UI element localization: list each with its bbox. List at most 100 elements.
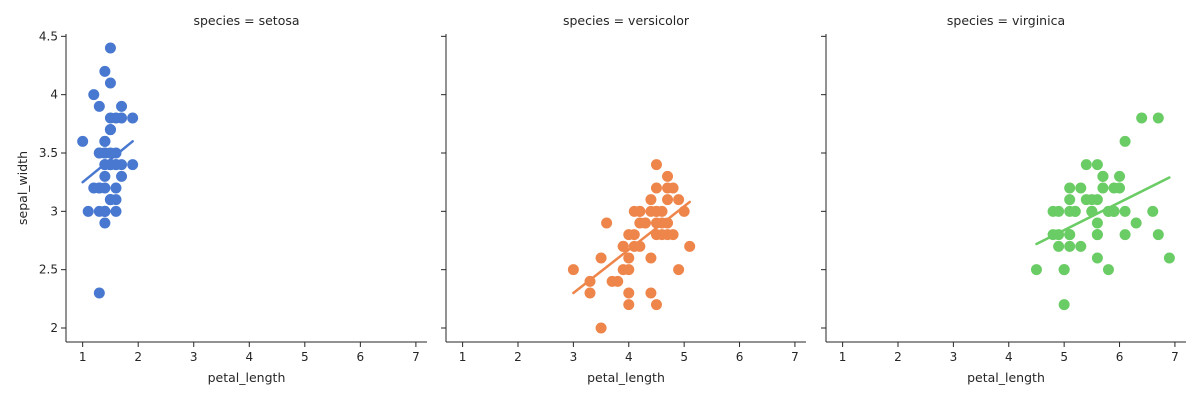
x-axis-label: petal_length bbox=[967, 370, 1045, 385]
x-axis-label: petal_length bbox=[587, 370, 665, 385]
data-point bbox=[93, 147, 105, 159]
y-tick-label: 3 bbox=[50, 204, 58, 218]
x-tick-label: 7 bbox=[1171, 350, 1179, 364]
data-point bbox=[110, 147, 122, 159]
y-tick-label: 4 bbox=[50, 88, 58, 102]
data-point bbox=[1064, 182, 1076, 194]
data-point bbox=[667, 182, 679, 194]
data-point bbox=[104, 77, 116, 89]
data-point bbox=[93, 287, 105, 299]
data-point bbox=[667, 229, 679, 241]
data-point bbox=[1075, 182, 1087, 194]
x-tick-label: 1 bbox=[839, 350, 847, 364]
data-point bbox=[678, 205, 690, 217]
data-point bbox=[1064, 240, 1076, 252]
data-point bbox=[127, 159, 139, 171]
data-point bbox=[1064, 229, 1076, 241]
facet-panel-2: species = virginica 1 2 3 4 5 6 7 petal_length bbox=[821, 13, 1186, 385]
data-point bbox=[662, 217, 674, 229]
data-point bbox=[567, 264, 579, 276]
data-point bbox=[1147, 205, 1159, 217]
data-point bbox=[1075, 240, 1087, 252]
data-point bbox=[1152, 229, 1164, 241]
data-point bbox=[104, 42, 116, 54]
x-tick-label: 4 bbox=[1005, 350, 1013, 364]
data-point bbox=[77, 135, 89, 147]
data-point bbox=[650, 229, 662, 241]
data-point bbox=[1102, 264, 1114, 276]
data-point bbox=[88, 89, 100, 101]
y-tick-label: 4.5 bbox=[39, 29, 58, 43]
x-tick-label: 6 bbox=[1116, 350, 1124, 364]
data-point bbox=[127, 112, 139, 124]
panel-title: species = virginica bbox=[947, 13, 1065, 28]
data-point bbox=[645, 252, 657, 264]
data-point bbox=[673, 194, 685, 206]
data-point bbox=[1047, 229, 1059, 241]
x-tick-label: 2 bbox=[134, 350, 142, 364]
data-point bbox=[99, 205, 111, 217]
x-tick-label: 3 bbox=[570, 350, 578, 364]
data-point bbox=[617, 240, 629, 252]
data-point bbox=[1136, 112, 1148, 124]
data-point bbox=[99, 170, 111, 182]
x-tick-label: 7 bbox=[412, 350, 420, 364]
data-point bbox=[1091, 252, 1103, 264]
data-point bbox=[1108, 182, 1120, 194]
data-point bbox=[623, 287, 635, 299]
x-tick-label: 2 bbox=[514, 350, 522, 364]
data-point bbox=[650, 159, 662, 171]
panel-title: species = versicolor bbox=[563, 13, 690, 28]
data-point bbox=[1119, 135, 1131, 147]
data-point bbox=[595, 322, 607, 334]
x-tick-label: 6 bbox=[736, 350, 744, 364]
data-point bbox=[1058, 264, 1070, 276]
x-tick-label: 5 bbox=[1060, 350, 1068, 364]
data-point bbox=[110, 112, 122, 124]
data-point bbox=[595, 252, 607, 264]
x-tick-label: 3 bbox=[190, 350, 198, 364]
data-point bbox=[1058, 299, 1070, 311]
data-point bbox=[1064, 194, 1076, 206]
data-point bbox=[673, 264, 685, 276]
data-point bbox=[628, 229, 640, 241]
data-point bbox=[1152, 112, 1164, 124]
x-tick-label: 4 bbox=[625, 350, 633, 364]
data-point bbox=[116, 100, 128, 112]
data-point bbox=[110, 182, 122, 194]
data-point bbox=[1119, 229, 1131, 241]
x-tick-label: 1 bbox=[79, 350, 87, 364]
data-point bbox=[1097, 182, 1109, 194]
data-point bbox=[584, 287, 596, 299]
data-point bbox=[99, 217, 111, 229]
x-tick-label: 1 bbox=[459, 350, 467, 364]
x-tick-label: 4 bbox=[245, 350, 253, 364]
x-tick-label: 5 bbox=[301, 350, 309, 364]
data-point bbox=[99, 182, 111, 194]
data-point bbox=[1053, 240, 1065, 252]
x-axis-label: petal_length bbox=[208, 370, 286, 385]
data-point bbox=[623, 252, 635, 264]
data-point bbox=[606, 275, 618, 287]
data-point bbox=[634, 240, 646, 252]
data-point bbox=[1047, 205, 1059, 217]
facet-panel-1: species = versicolor 1 2 3 4 5 6 7 petal_length bbox=[441, 13, 806, 385]
x-tick-label: 6 bbox=[357, 350, 365, 364]
data-point bbox=[1114, 170, 1126, 182]
data-point bbox=[1030, 264, 1042, 276]
data-point bbox=[104, 159, 116, 171]
data-point bbox=[639, 217, 651, 229]
y-tick-label: 3.5 bbox=[39, 146, 58, 160]
data-point bbox=[104, 124, 116, 136]
data-point bbox=[93, 100, 105, 112]
data-point bbox=[650, 217, 662, 229]
x-tick-label: 3 bbox=[950, 350, 958, 364]
data-point bbox=[1086, 205, 1098, 217]
data-point bbox=[1097, 170, 1109, 182]
data-point bbox=[1130, 217, 1142, 229]
y-tick-label: 2 bbox=[50, 321, 58, 335]
data-point bbox=[1119, 205, 1131, 217]
panel-title: species = setosa bbox=[193, 13, 299, 28]
